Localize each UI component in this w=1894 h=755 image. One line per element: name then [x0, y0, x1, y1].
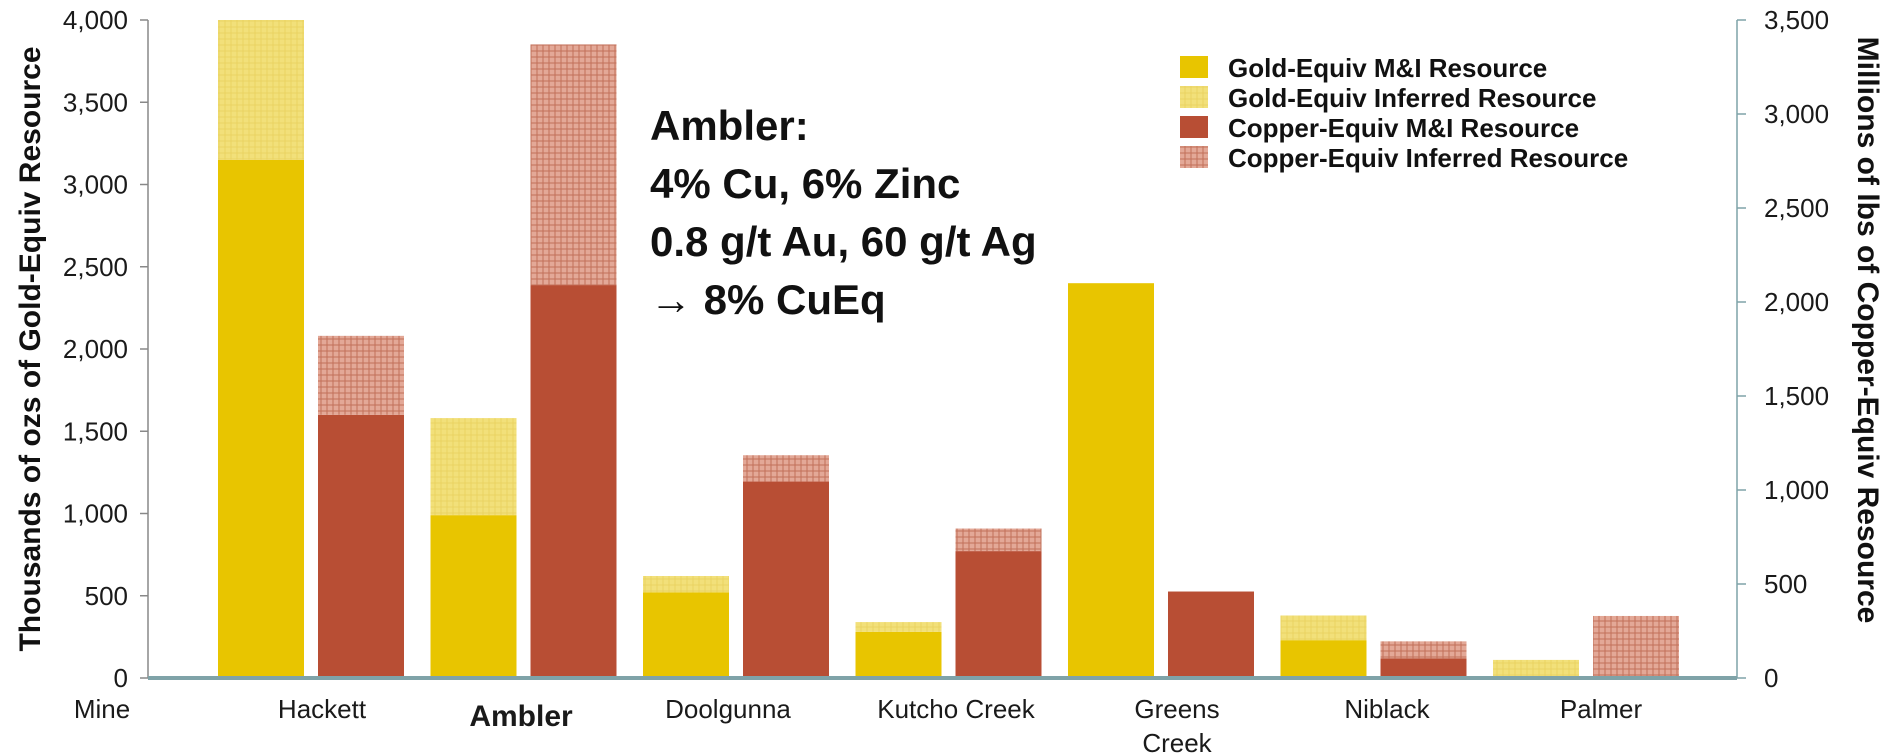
- bar-copper-inferred: [955, 528, 1042, 552]
- bar-copper-mi: [743, 481, 829, 678]
- bar-gold-mi: [643, 592, 729, 678]
- annotation-line-3: 0.8 g/t Au, 60 g/t Ag: [650, 218, 1037, 265]
- bar-copper-mi: [318, 414, 404, 678]
- left-tick-label: 500: [85, 581, 128, 611]
- annotation-line-1: Ambler:: [650, 102, 809, 149]
- bar-gold-mi: [430, 515, 517, 678]
- right-tick-label: 1,500: [1764, 381, 1829, 411]
- left-tick-label: 1,000: [63, 499, 128, 529]
- category-label: Kutcho Creek: [877, 694, 1036, 724]
- left-tick-label: 3,500: [63, 87, 128, 117]
- left-axis-ticks: 0 500 1,000 1,500 2,000 2,500 3,000 3,500 4,000: [63, 5, 148, 693]
- legend-label-gold-mi: Gold-Equiv M&I Resource: [1228, 53, 1547, 83]
- bar-copper-inferred: [743, 455, 829, 482]
- category-label-line-2: Creek: [1142, 728, 1212, 755]
- left-axis-title: Thousands of ozs of Gold-Equiv Resource: [14, 46, 47, 651]
- right-tick-label: 3,500: [1764, 5, 1829, 35]
- right-tick-label: 500: [1764, 569, 1807, 599]
- bar-copper-mi: [1168, 591, 1254, 678]
- bar-gold-inferred: [430, 418, 517, 516]
- bar-gold-inferred: [643, 576, 729, 593]
- legend-swatch-copper-mi: [1180, 116, 1208, 138]
- bar-gold-mi: [218, 159, 304, 678]
- bar-gold-inferred: [218, 20, 304, 160]
- bar-gold-inferred: [1493, 659, 1579, 678]
- annotation-line-2: 4% Cu, 6% Zinc: [650, 160, 960, 207]
- legend: Gold-Equiv M&I Resource Gold-Equiv Infer…: [1180, 53, 1628, 173]
- bar-gold-inferred: [855, 622, 942, 632]
- right-tick-label: 3,000: [1764, 99, 1829, 129]
- legend-label-gold-inferred: Gold-Equiv Inferred Resource: [1228, 83, 1596, 113]
- category-label: Ambler: [469, 700, 573, 733]
- bar-copper-inferred: [318, 335, 404, 415]
- bar-gold-mi: [855, 631, 942, 678]
- left-tick-label: 2,500: [63, 252, 128, 282]
- category-label: Niblack: [1344, 694, 1430, 724]
- legend-label-copper-mi: Copper-Equiv M&I Resource: [1228, 113, 1579, 143]
- bar-copper-inferred: [530, 44, 617, 286]
- category-label: Doolgunna: [665, 694, 791, 724]
- category-label: Palmer: [1560, 694, 1643, 724]
- left-tick-label: 4,000: [63, 5, 128, 35]
- bar-copper-mi: [1380, 658, 1467, 678]
- right-tick-label: 0: [1764, 663, 1778, 693]
- bar-gold-mi: [1068, 283, 1154, 678]
- ambler-annotation: Ambler: 4% Cu, 6% Zinc 0.8 g/t Au, 60 g/…: [650, 102, 1037, 323]
- left-tick-label: 3,000: [63, 170, 128, 200]
- bar-copper-inferred: [1380, 641, 1467, 659]
- category-axis-label: Mine: [74, 694, 130, 724]
- category-label: Greens: [1134, 694, 1219, 724]
- category-label: Hackett: [278, 694, 367, 724]
- category-labels: Hackett Ambler Doolgunna Kutcho Creek Greens…: [278, 694, 1643, 755]
- legend-label-copper-inferred: Copper-Equiv Inferred Resource: [1228, 143, 1628, 173]
- bar-copper-mi: [955, 551, 1042, 678]
- bar-gold-inferred: [1280, 615, 1367, 641]
- right-tick-label: 1,000: [1764, 475, 1829, 505]
- bar-copper-inferred: [1593, 615, 1679, 678]
- legend-swatch-gold-inferred: [1180, 86, 1208, 108]
- right-axis-title: Millions of lbs of Copper-Equiv Resource: [1851, 37, 1884, 624]
- annotation-line-4: → 8% CuEq: [650, 276, 886, 323]
- bars-layer: [218, 20, 1679, 678]
- legend-swatch-copper-inferred: [1180, 146, 1208, 168]
- left-tick-label: 2,000: [63, 334, 128, 364]
- legend-swatch-gold-mi: [1180, 56, 1208, 78]
- bar-copper-mi: [530, 285, 617, 678]
- right-tick-label: 2,500: [1764, 193, 1829, 223]
- left-tick-label: 1,500: [63, 416, 128, 446]
- bar-gold-mi: [1280, 640, 1367, 678]
- right-tick-label: 2,000: [1764, 287, 1829, 317]
- right-axis-ticks: 0 500 1,000 1,500 2,000 2,500 3,000 3,500: [1737, 5, 1829, 693]
- left-tick-label: 0: [114, 663, 128, 693]
